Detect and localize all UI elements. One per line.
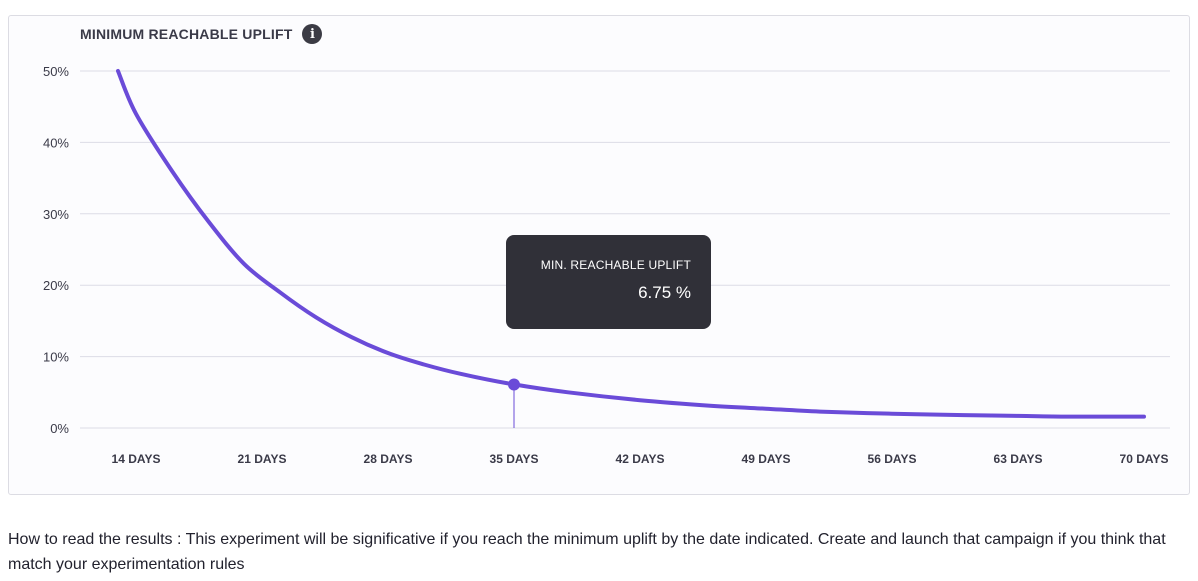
- y-tick-label: 10%: [43, 350, 69, 365]
- highlight-point[interactable]: [508, 378, 520, 391]
- uplift-line-chart: 0% 10% 20% 30% 40% 50% 14 DAYS 21 DAYS 28 DAYS 3…: [43, 64, 1170, 466]
- x-tick-label: 28 DAYS: [364, 452, 413, 466]
- x-tick-label: 14 DAYS: [112, 452, 161, 466]
- y-tick-label: 40%: [43, 135, 69, 150]
- tooltip-label: MIN. REACHABLE UPLIFT: [540, 258, 691, 272]
- chart-title: MINIMUM REACHABLE UPLIFT: [80, 26, 293, 42]
- x-tick-label: 56 DAYS: [868, 452, 917, 466]
- x-tick-label: 21 DAYS: [238, 452, 287, 466]
- y-axis-ticks: 0% 10% 20% 30% 40% 50%: [43, 64, 69, 436]
- x-tick-label: 49 DAYS: [742, 452, 791, 466]
- x-tick-label: 35 DAYS: [490, 452, 539, 466]
- results-help-text: How to read the results : This experimen…: [8, 531, 1166, 573]
- x-tick-label: 70 DAYS: [1120, 452, 1169, 466]
- tooltip-value: 6.75 %: [638, 283, 691, 302]
- x-tick-label: 63 DAYS: [994, 452, 1043, 466]
- chart-tooltip: MIN. REACHABLE UPLIFT 6.75 %: [506, 235, 711, 329]
- x-axis-ticks: 14 DAYS 21 DAYS 28 DAYS 35 DAYS 42 DAYS 49 DA…: [112, 452, 1169, 466]
- y-tick-label: 0%: [50, 421, 69, 436]
- y-tick-label: 30%: [43, 207, 69, 222]
- series-line[interactable]: [116, 69, 1146, 419]
- chart-header: MINIMUM REACHABLE UPLIFT i: [80, 24, 323, 44]
- info-icon[interactable]: i: [302, 24, 323, 44]
- x-tick-label: 42 DAYS: [616, 452, 665, 466]
- y-tick-label: 50%: [43, 64, 69, 79]
- grid-lines: [80, 70, 1170, 429]
- y-tick-label: 20%: [43, 278, 69, 293]
